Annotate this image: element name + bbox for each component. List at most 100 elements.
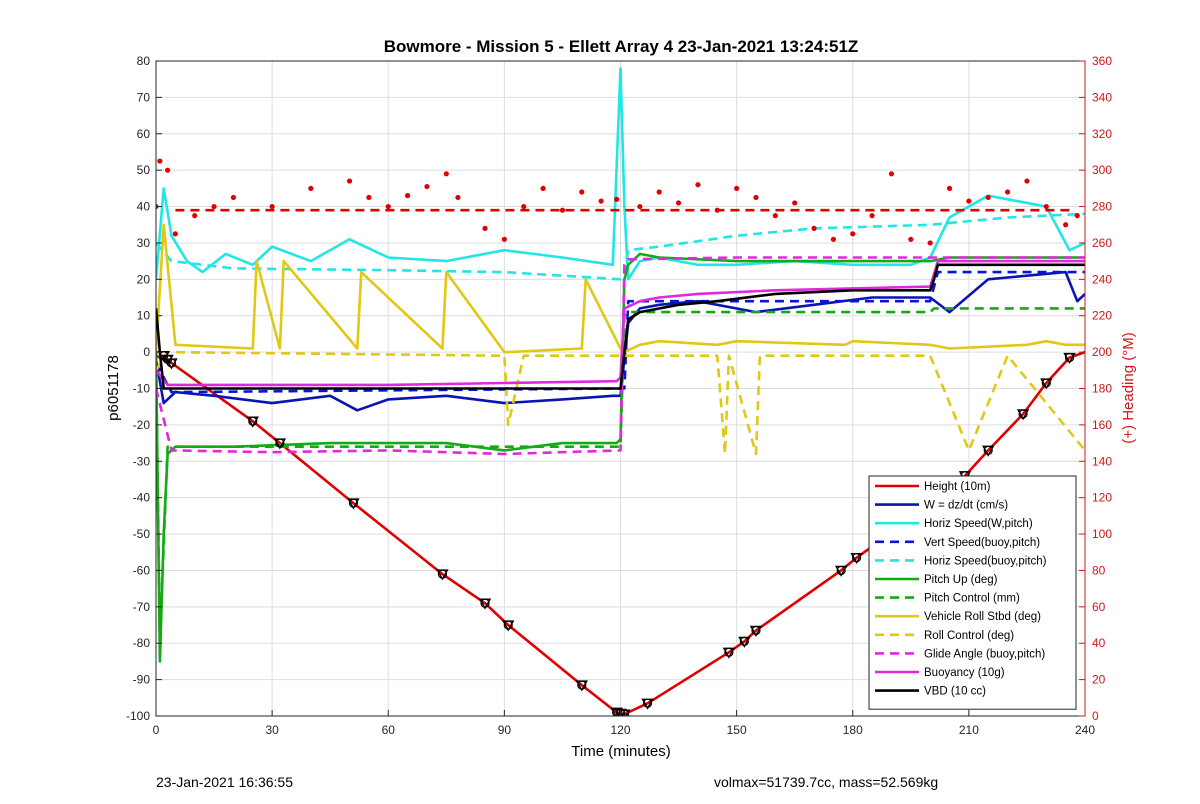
heading-point xyxy=(172,231,178,237)
y2-tick-label: 260 xyxy=(1092,236,1112,250)
marker-circle xyxy=(437,569,448,579)
heading-point xyxy=(1004,189,1011,195)
heading-point xyxy=(443,171,449,177)
heading-point xyxy=(1024,178,1030,184)
series-line-11 xyxy=(156,263,1085,390)
marker-circle xyxy=(615,708,626,716)
marker-circle xyxy=(275,438,285,448)
y2-tick-label: 80 xyxy=(1092,563,1106,577)
heading-point xyxy=(308,185,314,191)
x-axis-label: Time (minutes) xyxy=(571,743,670,760)
heading-point xyxy=(734,185,740,191)
heading-point xyxy=(455,194,461,201)
y-tick-label: 80 xyxy=(137,54,151,68)
y2-tick-label: 160 xyxy=(1092,418,1112,432)
series-line-8 xyxy=(156,350,1085,456)
legend-label: W = dz/dt (cm/s) xyxy=(924,500,1008,512)
heading-point xyxy=(540,185,546,191)
heading-point xyxy=(482,225,488,231)
heading-point xyxy=(830,236,836,242)
y2-tick-label: 120 xyxy=(1092,491,1112,505)
heading-point xyxy=(211,203,217,210)
y-tick-label: -30 xyxy=(133,454,151,468)
y-tick-label: 10 xyxy=(137,309,151,323)
marker-circle xyxy=(480,598,490,608)
marker-circle xyxy=(166,358,177,368)
marker-circle xyxy=(577,680,587,690)
heading-point xyxy=(192,213,198,219)
marker-circle xyxy=(724,647,734,657)
heading-point xyxy=(695,182,701,188)
heading-point xyxy=(753,194,759,201)
heading-point xyxy=(927,240,933,246)
x-tick-label: 0 xyxy=(153,723,160,737)
heading-point xyxy=(424,183,430,190)
legend-label: Height (10m) xyxy=(924,481,991,493)
axes: 0 30 60 90 120 150 180 210 240-100-90-80-70-60-5… xyxy=(126,54,1112,737)
y2-tick-label: 240 xyxy=(1092,272,1112,286)
heading-point xyxy=(346,178,353,184)
y2-tick-label: 340 xyxy=(1092,90,1112,104)
y-tick-label: -100 xyxy=(126,709,150,723)
y-tick-label: 60 xyxy=(137,127,151,141)
y-tick-label: 30 xyxy=(137,236,151,250)
marker-circle xyxy=(852,553,862,563)
x-tick-label: 90 xyxy=(498,723,512,737)
heading-point xyxy=(385,203,391,210)
heading-point xyxy=(811,225,817,231)
legend-label: Horiz Speed(buoy,pitch) xyxy=(924,555,1047,567)
legend-label: Horiz Speed(W,pitch) xyxy=(924,518,1033,530)
chart-title: Bowmore - Mission 5 - Ellett Array 4 23-… xyxy=(384,37,859,56)
heading-point xyxy=(772,213,778,219)
heading-point xyxy=(598,198,604,204)
footer-timestamp: 23-Jan-2021 16:36:55 xyxy=(156,774,293,790)
legend-label: Vert Speed(buoy,pitch) xyxy=(924,537,1040,549)
y2-tick-label: 220 xyxy=(1092,309,1112,323)
y-axis-label: p6051178 xyxy=(105,355,122,421)
legend-label: Vehicle Roll Stbd (deg) xyxy=(924,611,1041,623)
heading-point xyxy=(850,231,856,237)
legend: Height (10m) W = dz/dt (cm/s) Horiz Speed(… xyxy=(868,475,1077,710)
legend-label: Pitch Control (mm) xyxy=(924,593,1020,605)
y-tick-label: -50 xyxy=(133,527,151,541)
marker-circle xyxy=(348,498,359,508)
heading-point xyxy=(230,194,237,201)
heading-point xyxy=(1074,213,1080,219)
heading-point xyxy=(165,167,171,173)
y2-tick-label: 320 xyxy=(1092,127,1112,141)
heading-point xyxy=(157,158,163,164)
y-tick-label: 20 xyxy=(137,272,151,286)
x-tick-label: 180 xyxy=(843,723,863,737)
heading-point xyxy=(888,171,895,177)
y2-tick-label: 60 xyxy=(1092,600,1106,614)
marker-circle xyxy=(983,445,993,455)
marker-circle xyxy=(751,625,761,636)
series-line-7 xyxy=(156,223,1085,354)
series-line-10 xyxy=(156,259,1085,387)
y2-tick-label: 300 xyxy=(1092,163,1112,177)
legend-box xyxy=(868,475,1077,710)
footer-volmax-mass: volmax=51739.7cc, mass=52.569kg xyxy=(714,774,939,790)
y2-tick-label: 100 xyxy=(1092,527,1112,541)
heading-point xyxy=(559,207,566,213)
x-tick-label: 240 xyxy=(1075,723,1095,737)
y-tick-label: -60 xyxy=(133,563,151,577)
marker-circle xyxy=(1041,378,1051,388)
y-tick-label: -70 xyxy=(133,600,151,614)
heading-point xyxy=(966,198,972,204)
y2-tick-label: 360 xyxy=(1092,54,1112,68)
legend-label: VBD (10 cc) xyxy=(924,686,986,698)
x-tick-label: 210 xyxy=(959,723,979,737)
x-tick-label: 150 xyxy=(727,723,747,737)
heading-point xyxy=(1043,203,1049,210)
series-heading-dots xyxy=(156,158,1080,246)
y-tick-label: -20 xyxy=(133,418,151,432)
legend-label: Glide Angle (buoy,pitch) xyxy=(924,648,1045,660)
x-tick-label: 30 xyxy=(265,723,279,737)
y-tick-label: -80 xyxy=(133,636,151,650)
marker-circle xyxy=(1018,409,1028,419)
heading-point xyxy=(366,194,372,201)
heading-point xyxy=(656,189,662,195)
legend-label: Pitch Up (deg) xyxy=(924,574,998,586)
heading-point xyxy=(946,185,953,191)
